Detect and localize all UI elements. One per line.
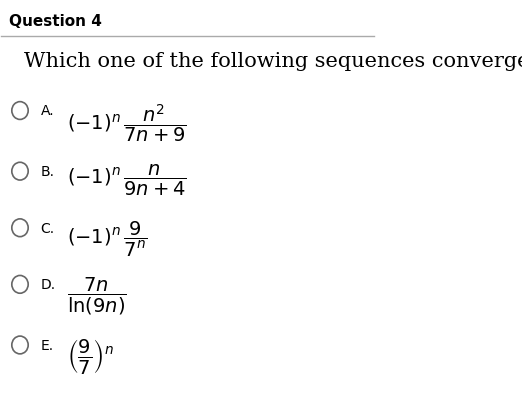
Text: Which one of the following sequences converges?: Which one of the following sequences con… bbox=[23, 52, 522, 71]
Text: C.: C. bbox=[41, 222, 55, 236]
Text: D.: D. bbox=[41, 278, 55, 292]
Text: Question 4: Question 4 bbox=[9, 13, 102, 28]
Text: A.: A. bbox=[41, 105, 54, 118]
Text: $\dfrac{7n}{\ln(9n)}$: $\dfrac{7n}{\ln(9n)}$ bbox=[66, 276, 126, 317]
Text: B.: B. bbox=[41, 165, 54, 179]
Text: $(-1)^{n}\,\dfrac{n}{9n+4}$: $(-1)^{n}\,\dfrac{n}{9n+4}$ bbox=[66, 163, 186, 198]
Text: E.: E. bbox=[41, 339, 54, 353]
Text: $\left(\dfrac{9}{7}\right)^{n}$: $\left(\dfrac{9}{7}\right)^{n}$ bbox=[66, 337, 113, 376]
Text: $(-1)^{n}\,\dfrac{n^2}{7n+9}$: $(-1)^{n}\,\dfrac{n^2}{7n+9}$ bbox=[66, 103, 186, 144]
Text: $(-1)^{n}\,\dfrac{9}{7^{n}}$: $(-1)^{n}\,\dfrac{9}{7^{n}}$ bbox=[66, 220, 147, 259]
